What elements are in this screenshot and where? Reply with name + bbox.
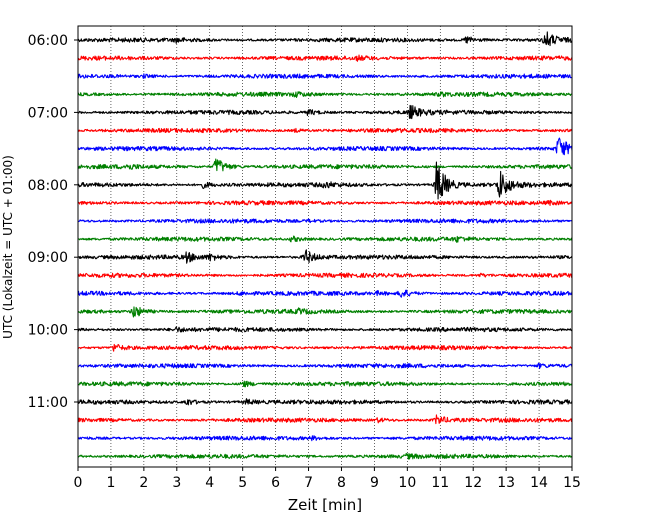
trace-1045 [77, 380, 573, 388]
x-tick-label: 11 [431, 475, 449, 491]
x-axis-ticks: 0 1 2 3 4 5 6 7 8 9 10 11 12 13 14 15 [74, 467, 581, 491]
trace-0700 [77, 104, 573, 120]
x-tick-label: 5 [238, 475, 247, 491]
trace-0830 [77, 218, 573, 224]
y-tick-label: 10:00 [28, 323, 68, 339]
trace-0715 [77, 127, 573, 134]
x-tick-label: 2 [139, 475, 148, 491]
x-tick-label: 15 [563, 475, 581, 491]
y-tick-label: 11:00 [28, 395, 68, 411]
y-tick-label: 06:00 [28, 33, 68, 49]
trace-0930 [77, 289, 573, 298]
trace-1000 [77, 326, 573, 333]
trace-0645 [77, 91, 573, 98]
x-tick-label: 12 [464, 475, 482, 491]
trace-0900 [77, 249, 573, 264]
x-tick-label: 0 [74, 475, 83, 491]
x-tick-label: 9 [370, 475, 379, 491]
x-axis-label: Zeit [min] [288, 496, 362, 514]
y-tick-label: 07:00 [28, 105, 68, 121]
trace-0945 [77, 306, 573, 318]
trace-1015 [77, 343, 573, 352]
trace-0915 [77, 272, 573, 279]
trace-0815 [77, 199, 573, 206]
x-tick-label: 1 [106, 475, 115, 491]
x-tick-label: 7 [304, 475, 313, 491]
x-tick-label: 10 [398, 475, 416, 491]
y-axis-label: UTC (Lokalzeit = UTC + 01:00) [1, 155, 15, 339]
x-tick-label: 14 [530, 475, 548, 491]
trace-1130 [77, 435, 573, 442]
x-tick-label: 8 [337, 475, 346, 491]
plot-frame [77, 25, 573, 468]
y-tick-label: 08:00 [28, 178, 68, 194]
trace-1030 [77, 362, 573, 370]
trace-0730 [77, 137, 573, 156]
y-axis-ticks: 06:00 07:00 08:00 09:00 10:00 11:00 [28, 33, 78, 411]
x-tick-label: 4 [205, 475, 214, 491]
trace-0615 [77, 54, 573, 62]
trace-1100 [77, 398, 573, 406]
trace-0600 [77, 31, 573, 47]
trace-1115 [77, 414, 573, 425]
trace-0745 [77, 158, 573, 172]
trace-0845 [77, 235, 573, 243]
trace-1145 [77, 452, 573, 460]
trace-0800 [77, 161, 573, 200]
x-tick-label: 3 [172, 475, 181, 491]
x-tick-label: 13 [497, 475, 515, 491]
x-tick-label: 6 [271, 475, 280, 491]
seismogram-traces [77, 31, 573, 460]
y-tick-label: 09:00 [28, 250, 68, 266]
trace-0630 [77, 73, 573, 79]
